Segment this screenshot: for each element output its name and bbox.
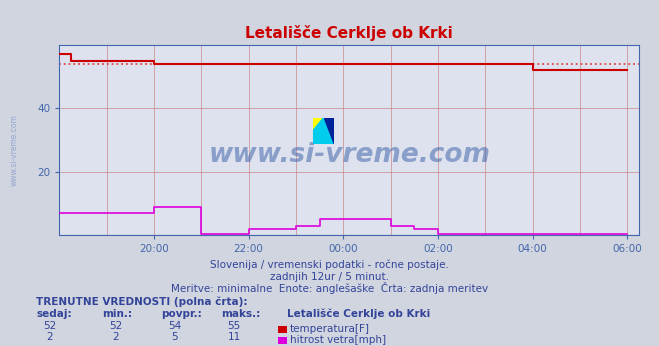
Text: Letališče Cerklje ob Krki: Letališče Cerklje ob Krki (287, 309, 430, 319)
Polygon shape (324, 118, 334, 144)
Text: 54: 54 (168, 321, 181, 331)
Text: 52: 52 (43, 321, 56, 331)
Text: povpr.:: povpr.: (161, 309, 202, 319)
Text: 52: 52 (109, 321, 122, 331)
Polygon shape (313, 118, 324, 131)
Title: Letališče Cerklje ob Krki: Letališče Cerklje ob Krki (245, 25, 453, 41)
Polygon shape (313, 118, 334, 144)
Text: 2: 2 (112, 333, 119, 343)
Text: maks.:: maks.: (221, 309, 260, 319)
Text: min.:: min.: (102, 309, 132, 319)
Text: Slovenija / vremenski podatki - ročne postaje.: Slovenija / vremenski podatki - ročne po… (210, 260, 449, 270)
Text: 55: 55 (227, 321, 241, 331)
Text: temperatura[F]: temperatura[F] (290, 325, 370, 334)
Text: hitrost vetra[mph]: hitrost vetra[mph] (290, 336, 386, 345)
Text: www.si-vreme.com: www.si-vreme.com (10, 115, 19, 186)
Text: 11: 11 (227, 333, 241, 343)
Text: www.si-vreme.com: www.si-vreme.com (208, 142, 490, 169)
Text: 5: 5 (171, 333, 178, 343)
Text: sedaj:: sedaj: (36, 309, 72, 319)
Text: Meritve: minimalne  Enote: anglešaške  Črta: zadnja meritev: Meritve: minimalne Enote: anglešaške Črt… (171, 282, 488, 294)
Text: TRENUTNE VREDNOSTI (polna črta):: TRENUTNE VREDNOSTI (polna črta): (36, 297, 248, 307)
Text: 2: 2 (46, 333, 53, 343)
Text: zadnjih 12ur / 5 minut.: zadnjih 12ur / 5 minut. (270, 272, 389, 282)
